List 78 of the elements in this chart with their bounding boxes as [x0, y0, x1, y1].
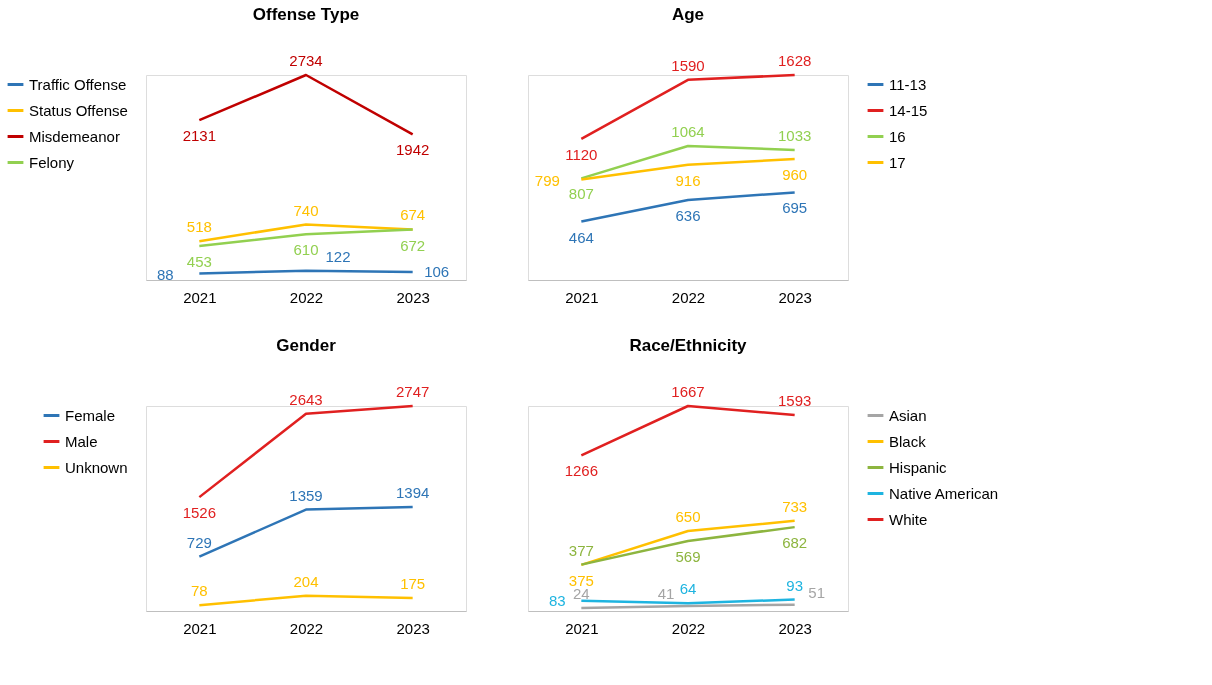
data-label: 122	[325, 247, 351, 265]
data-label: 1120	[565, 145, 598, 163]
data-label: 916	[675, 171, 701, 189]
legend-label: 11-13	[889, 75, 927, 93]
data-label: 204	[293, 572, 319, 590]
x-tick-label: 2021	[565, 288, 599, 306]
data-label: 1064	[671, 123, 705, 141]
data-label: 733	[782, 497, 808, 515]
data-label: 1526	[182, 504, 217, 522]
data-label: 453	[186, 253, 212, 271]
data-label: 2734	[289, 52, 323, 69]
data-label: 960	[782, 166, 808, 184]
x-tick-label: 2023	[396, 619, 430, 637]
data-label: 1942	[395, 141, 430, 159]
legend-label: Hispanic	[889, 458, 948, 476]
data-label: 650	[675, 508, 701, 526]
legend-label: White	[889, 510, 928, 528]
data-label: 674	[400, 206, 426, 224]
data-label: 569	[675, 548, 701, 566]
data-label: 740	[293, 201, 319, 219]
legend-label: Female	[65, 406, 116, 424]
data-label: 1359	[289, 486, 323, 504]
data-label: 1033	[777, 126, 812, 144]
data-label: 41	[657, 584, 675, 602]
data-label: 2643	[289, 390, 323, 408]
x-tick-label: 2023	[396, 288, 430, 306]
chart-title: Gender	[276, 336, 337, 355]
data-label: 106	[424, 263, 450, 281]
data-label: 799	[534, 172, 560, 190]
data-label: 64	[679, 580, 697, 598]
data-label: 695	[782, 199, 808, 217]
data-label: 377	[568, 541, 594, 559]
data-label: 1593	[777, 392, 812, 410]
legend-label: Traffic Offense	[29, 75, 127, 93]
x-tick-label: 2022	[289, 619, 324, 637]
x-tick-label: 2022	[671, 619, 706, 637]
x-tick-label: 2021	[565, 619, 599, 637]
data-label: 93	[786, 576, 804, 594]
data-label: 2747	[395, 383, 430, 400]
data-label: 682	[782, 534, 808, 552]
data-label: 1394	[395, 483, 430, 501]
data-label: 636	[675, 206, 701, 224]
data-label: 610	[293, 241, 319, 259]
data-label: 83	[548, 591, 566, 609]
legend-label: Asian	[889, 406, 927, 424]
legend-label: Misdemeanor	[29, 127, 120, 145]
legend-label: Status Offense	[29, 101, 128, 119]
data-label: 1628	[777, 52, 812, 69]
data-label: 464	[568, 228, 594, 246]
x-tick-label: 2023	[778, 288, 812, 306]
data-label: 88	[156, 266, 174, 284]
data-label: 1266	[564, 462, 599, 480]
x-tick-label: 2021	[183, 619, 217, 637]
legend-label: Felony	[29, 153, 75, 171]
legend-label: Male	[65, 432, 98, 450]
data-label: 807	[568, 185, 594, 203]
data-label: 51	[808, 583, 826, 601]
x-tick-label: 2022	[671, 288, 706, 306]
data-label: 2131	[182, 127, 217, 145]
x-tick-label: 2022	[289, 288, 324, 306]
legend-label: Unknown	[65, 458, 128, 476]
data-label: 518	[186, 218, 212, 236]
legend-label: Native American	[889, 484, 999, 502]
data-label: 672	[400, 236, 426, 254]
chart-title: Age	[671, 5, 705, 24]
legend-label: Black	[889, 432, 927, 450]
legend-label: 16	[889, 127, 906, 145]
data-label: 1590	[671, 56, 705, 74]
data-label: 175	[400, 574, 426, 592]
legend-label: 17	[889, 153, 906, 171]
x-tick-label: 2021	[183, 288, 217, 306]
x-tick-label: 2023	[778, 619, 812, 637]
chart-title: Race/Ethnicity	[629, 336, 748, 355]
data-label: 729	[186, 533, 212, 551]
chart-title: Offense Type	[252, 5, 360, 24]
data-label: 1667	[671, 383, 705, 400]
legend-label: 14-15	[889, 101, 928, 119]
data-label: 78	[190, 582, 208, 600]
